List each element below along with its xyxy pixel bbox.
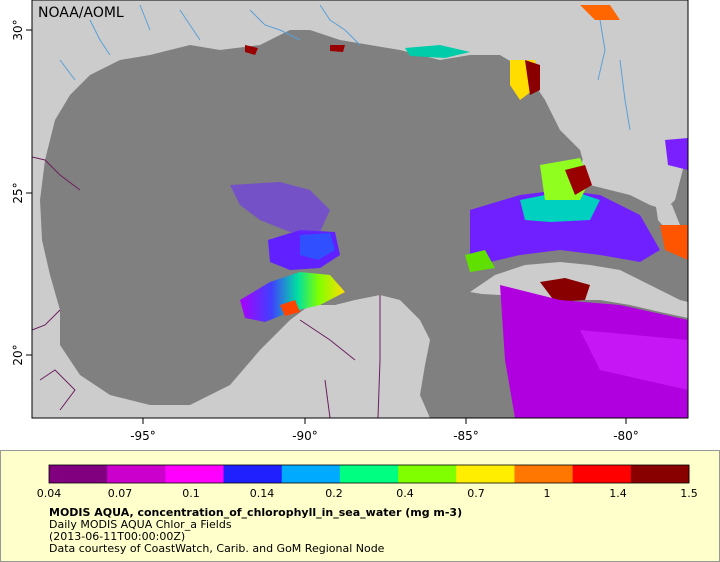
- scale-label: 0.04: [37, 487, 62, 500]
- color-scale-swatches: [49, 465, 690, 483]
- watermark: NOAA/AOML: [38, 5, 124, 21]
- scale-label: 0.1: [182, 487, 200, 500]
- country-borders: [31, 156, 381, 419]
- land-bahamas-south: [655, 200, 680, 232]
- scale-label: 0.2: [325, 487, 343, 500]
- color-scale-swatch: [165, 465, 225, 483]
- color-scale-swatch: [339, 465, 399, 483]
- map-frame: [31, 0, 689, 419]
- scale-label: 0.07: [108, 487, 133, 500]
- chlorophyll-map: NOAA/AOML -95° -90° -85° -80° 30° 25° 20…: [11, 0, 689, 443]
- color-scale-swatch: [572, 465, 632, 483]
- lat-tick-label: 30°: [11, 19, 25, 40]
- scale-label: 0.4: [396, 487, 414, 500]
- lon-tick-label: -95°: [130, 429, 156, 443]
- color-scale-swatch: [514, 465, 574, 483]
- color-scale-frame: [48, 464, 690, 484]
- scale-label: 1.4: [609, 487, 627, 500]
- color-scale-swatch: [630, 465, 690, 483]
- variable-title: MODIS AQUA, concentration_of_chlorophyll…: [49, 506, 463, 519]
- land-florida: [530, 0, 688, 210]
- color-scale: 0.04 0.07 0.1 0.14 0.2 0.4 0.7 1 1.4 1.5: [37, 464, 698, 500]
- color-scale-swatch: [281, 465, 341, 483]
- color-scale-swatch: [456, 465, 515, 483]
- land-mexico-yucatan: [32, 295, 430, 418]
- lat-tick-label: 25°: [11, 182, 25, 203]
- tick-marks: [26, 29, 627, 424]
- rivers: [59, 4, 631, 131]
- timestamp: (2013-06-11T00:00:00Z): [49, 530, 186, 543]
- dataset-subtitle: Daily MODIS AQUA Chlor_a Fields: [49, 518, 232, 531]
- color-scale-swatch: [223, 465, 283, 483]
- lon-tick-label: -85°: [453, 429, 479, 443]
- lon-tick-label: -90°: [292, 429, 318, 443]
- color-scale-swatch: [49, 465, 108, 483]
- scale-label: 0.7: [467, 487, 485, 500]
- scale-label: 1: [544, 487, 551, 500]
- scale-label: 1.5: [680, 487, 698, 500]
- lon-tick-label: -80°: [613, 429, 639, 443]
- legend-panel: 0.04 0.07 0.1 0.14 0.2 0.4 0.7 1 1.4 1.5…: [0, 450, 720, 562]
- color-scale-swatch: [107, 465, 166, 483]
- color-scale-swatch: [398, 465, 457, 483]
- lat-tick-label: 20°: [11, 344, 25, 365]
- chlorophyll-data: [230, 5, 688, 418]
- scale-label: 0.14: [250, 487, 275, 500]
- data-credit: Data courtesy of CoastWatch, Carib. and …: [49, 542, 385, 555]
